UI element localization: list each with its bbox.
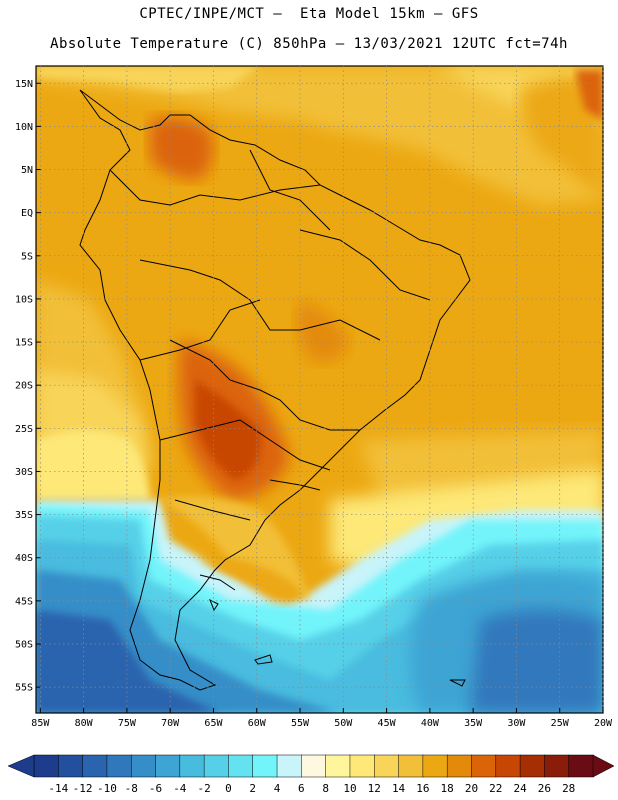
colorbar-tick-label: 16 [416, 782, 429, 795]
lon-label: 65W [204, 718, 223, 729]
colorbar-swatch [568, 754, 594, 778]
lon-label: 70W [161, 718, 180, 729]
colorbar-swatch [130, 754, 157, 778]
temperature-field [36, 66, 603, 713]
lat-label: 55S [15, 683, 33, 694]
latitude-labels: 15N 10N 5N EQ 5S 10S 15S 20S 25S 30S 35S 40S 45S 50S 5… [15, 79, 33, 694]
lat-label: 5S [21, 251, 33, 262]
map-frame [35, 65, 604, 714]
colorbar-low-arrow [7, 754, 35, 778]
colorbar-tick-label: -8 [125, 782, 138, 795]
lon-label: 35W [464, 718, 483, 729]
lon-label: 30W [507, 718, 526, 729]
colorbar-tick-label: 4 [274, 782, 281, 795]
colorbar-labels: -14 -12 -10 -8 -6 -4 -2 0 2 4 6 8 10 12 14 16 18 20 22 24 26… [48, 782, 575, 795]
lon-label: 45W [378, 718, 397, 729]
colorbar-tick-label: 14 [392, 782, 406, 795]
lat-label: 30S [15, 467, 33, 478]
chart-title: CPTEC/INPE/MCT – Eta Model 15km – GFS [139, 6, 479, 22]
colorbar-swatch [495, 754, 521, 778]
colorbar-tick-label: -4 [173, 782, 187, 795]
colorbar-tick-label: 24 [513, 782, 527, 795]
colorbar-swatch [82, 754, 108, 778]
lon-label: 85W [31, 718, 50, 729]
lat-label: 15N [15, 79, 33, 90]
lat-label: 40S [15, 553, 33, 564]
coastlines [79, 89, 471, 691]
colorbar-tick-label: 18 [441, 782, 454, 795]
colorbar-tick-label: -12 [73, 782, 93, 795]
colorbar-tick-label: 20 [465, 782, 478, 795]
colorbar-swatch [228, 754, 254, 778]
colorbar-tick-label: 26 [538, 782, 551, 795]
colorbar-tick-label: 28 [562, 782, 575, 795]
lat-label: 25S [15, 424, 33, 435]
lon-label: 20W [594, 718, 613, 729]
lon-label: 75W [118, 718, 137, 729]
colorbar-tick-label: 8 [322, 782, 329, 795]
colorbar [7, 754, 615, 778]
lat-label: 50S [15, 639, 33, 650]
lon-label: 50W [334, 718, 353, 729]
lon-label: 25W [551, 718, 570, 729]
colorbar-swatch [422, 754, 448, 778]
colorbar-tick-label: 6 [298, 782, 305, 795]
colorbar-tick-label: 2 [249, 782, 256, 795]
colorbar-swatch [544, 754, 570, 778]
colorbar-swatch [33, 754, 60, 778]
colorbar-high-arrow [592, 754, 615, 778]
lat-label: 20S [15, 381, 33, 392]
colorbar-swatch [252, 754, 278, 778]
colorbar-swatch [349, 754, 376, 778]
colorbar-tick-label: -6 [149, 782, 162, 795]
longitude-labels: 85W 80W 75W 70W 65W 60W 55W 50W 45W 40W 35W 30W 25W 2… [31, 718, 613, 729]
lat-label: 35S [15, 510, 33, 521]
colorbar-tick-label: 22 [489, 782, 502, 795]
lon-label: 40W [421, 718, 440, 729]
colorbar-swatch [398, 754, 424, 778]
colorbar-tick-label: -14 [48, 782, 68, 795]
lat-label: 15S [15, 338, 33, 349]
chart-subtitle: Absolute Temperature (C) 850hPa – 13/03/… [50, 36, 568, 52]
colorbar-tick-label: 10 [343, 782, 356, 795]
colorbar-swatch [106, 754, 132, 778]
lat-label: EQ [21, 208, 33, 219]
colorbar-swatch [471, 754, 497, 778]
lon-label: 80W [75, 718, 94, 729]
graticule [36, 66, 604, 713]
colorbar-swatch [276, 754, 303, 778]
colorbar-swatch [446, 754, 473, 778]
lon-label: 60W [248, 718, 267, 729]
lon-label: 55W [291, 718, 310, 729]
colorbar-swatch [301, 754, 327, 778]
colorbar-swatch [325, 754, 351, 778]
colorbar-tick-label: 0 [225, 782, 232, 795]
colorbar-swatch [155, 754, 181, 778]
colorbar-swatch [203, 754, 230, 778]
colorbar-tick-label: -10 [97, 782, 117, 795]
colorbar-swatch [179, 754, 205, 778]
lat-label: 5N [21, 165, 33, 176]
colorbar-swatch [374, 754, 400, 778]
colorbar-tick-label: -2 [198, 782, 211, 795]
colorbar-swatch [519, 754, 546, 778]
lat-label: 10S [15, 294, 33, 305]
lat-label: 10N [15, 122, 33, 133]
colorbar-swatch [58, 754, 84, 778]
colorbar-tick-label: 12 [368, 782, 381, 795]
lat-label: 45S [15, 596, 33, 607]
